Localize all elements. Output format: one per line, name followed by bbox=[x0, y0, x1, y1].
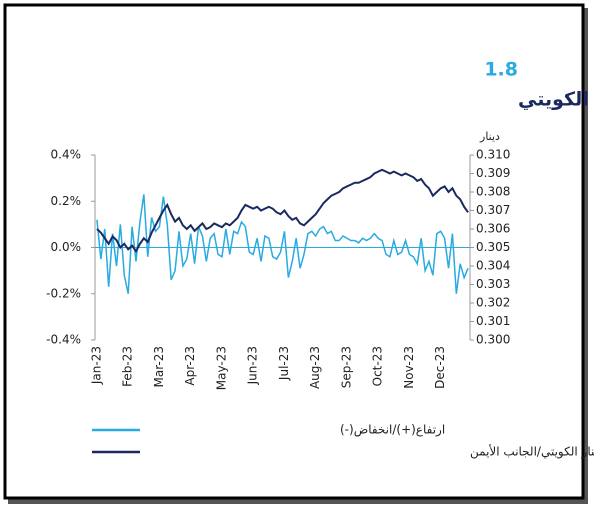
y2-tick-label: 0.310 bbox=[476, 148, 510, 162]
x-tick-label: Aug-23 bbox=[308, 346, 322, 389]
y2-tick-label: 0.308 bbox=[476, 185, 510, 199]
x-tick-label: Oct-23 bbox=[371, 346, 385, 386]
y2-tick-label: 0.300 bbox=[476, 333, 510, 347]
x-tick-label: Sep-23 bbox=[339, 346, 353, 388]
y-tick-label: -0.4% bbox=[46, 333, 81, 347]
y2-tick-label: 0.306 bbox=[476, 222, 510, 236]
legend-label: الدولار الأمريكي مقابل الدينار الكويتي/ا… bbox=[470, 444, 594, 460]
y2-tick-label: 0.304 bbox=[476, 259, 510, 273]
x-tick-label: Nov-23 bbox=[402, 346, 416, 389]
x-tick-label: Dec-23 bbox=[433, 346, 447, 389]
y2-tick-label: 0.305 bbox=[476, 240, 510, 254]
y2-tick-label: 0.302 bbox=[476, 296, 510, 310]
y-tick-label: 0.4% bbox=[51, 148, 82, 162]
x-tick-label: Feb-23 bbox=[121, 346, 135, 387]
x-tick-label: Mar-23 bbox=[152, 346, 166, 387]
x-tick-label: Jan-23 bbox=[89, 346, 103, 385]
x-tick-label: May-23 bbox=[214, 346, 228, 390]
y2-tick-label: 0.301 bbox=[476, 314, 510, 328]
x-tick-label: Apr-23 bbox=[183, 346, 197, 386]
y2-tick-label: 0.309 bbox=[476, 166, 510, 180]
y-tick-label: 0.0% bbox=[51, 240, 82, 254]
y2-tick-label: 0.307 bbox=[476, 203, 510, 217]
y-tick-label: 0.2% bbox=[51, 194, 82, 208]
chart-title: سعر صرف الدولار الأمريكي مقابل الدينار ا… bbox=[518, 88, 594, 111]
x-tick-label: Jul-23 bbox=[277, 346, 291, 381]
chart-number: 1.8 bbox=[484, 59, 518, 81]
legend-label: ارتفاع(+)/انخفاض(-) bbox=[340, 423, 445, 438]
series-line bbox=[96, 194, 469, 294]
x-tick-label: Jun-23 bbox=[246, 346, 260, 385]
y-tick-label: -0.2% bbox=[46, 286, 81, 300]
series-line bbox=[96, 168, 469, 254]
y2-tick-label: 0.303 bbox=[476, 277, 510, 291]
y2-axis-label: دينار bbox=[479, 130, 500, 143]
